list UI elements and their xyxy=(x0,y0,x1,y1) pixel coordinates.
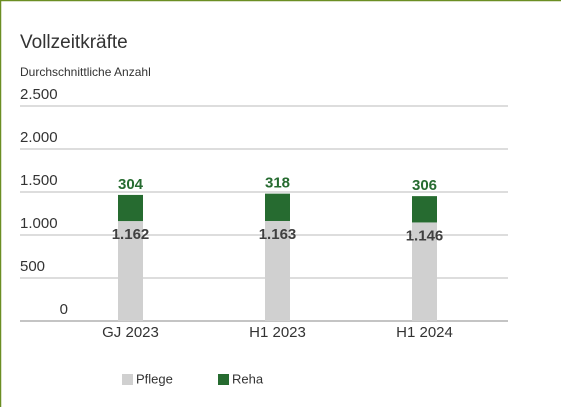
y-tick-label: 1.500 xyxy=(20,172,58,189)
x-tick-label: H1 2023 xyxy=(249,324,306,341)
legend-swatch xyxy=(122,374,133,385)
data-label: 1.162 xyxy=(112,226,150,243)
bar-segment xyxy=(265,220,290,321)
y-tick-label: 0 xyxy=(60,301,68,318)
data-label: 306 xyxy=(412,177,437,194)
chart-subtitle: Durchschnittliche Anzahl xyxy=(20,65,151,79)
legend-label: Pflege xyxy=(136,371,173,386)
bar-segment xyxy=(412,222,437,321)
data-label: 1.146 xyxy=(406,227,444,244)
x-tick-label: GJ 2023 xyxy=(102,324,159,341)
chart-title: Vollzeitkräfte xyxy=(20,32,128,53)
y-tick-label: 1.000 xyxy=(20,215,58,232)
data-label: 304 xyxy=(118,176,144,193)
y-tick-label: 2.000 xyxy=(20,129,58,146)
data-label: 1.163 xyxy=(259,226,297,243)
legend-swatch xyxy=(218,374,229,385)
bar-segment xyxy=(265,193,290,221)
bar-segment xyxy=(118,194,143,222)
data-label: 318 xyxy=(265,175,290,192)
y-tick-label: 500 xyxy=(20,258,45,275)
legend-label: Reha xyxy=(232,371,264,386)
x-tick-label: H1 2024 xyxy=(396,324,453,341)
bar-segment xyxy=(412,196,437,223)
bar-segment xyxy=(118,221,143,321)
y-tick-label: 2.500 xyxy=(20,86,58,103)
